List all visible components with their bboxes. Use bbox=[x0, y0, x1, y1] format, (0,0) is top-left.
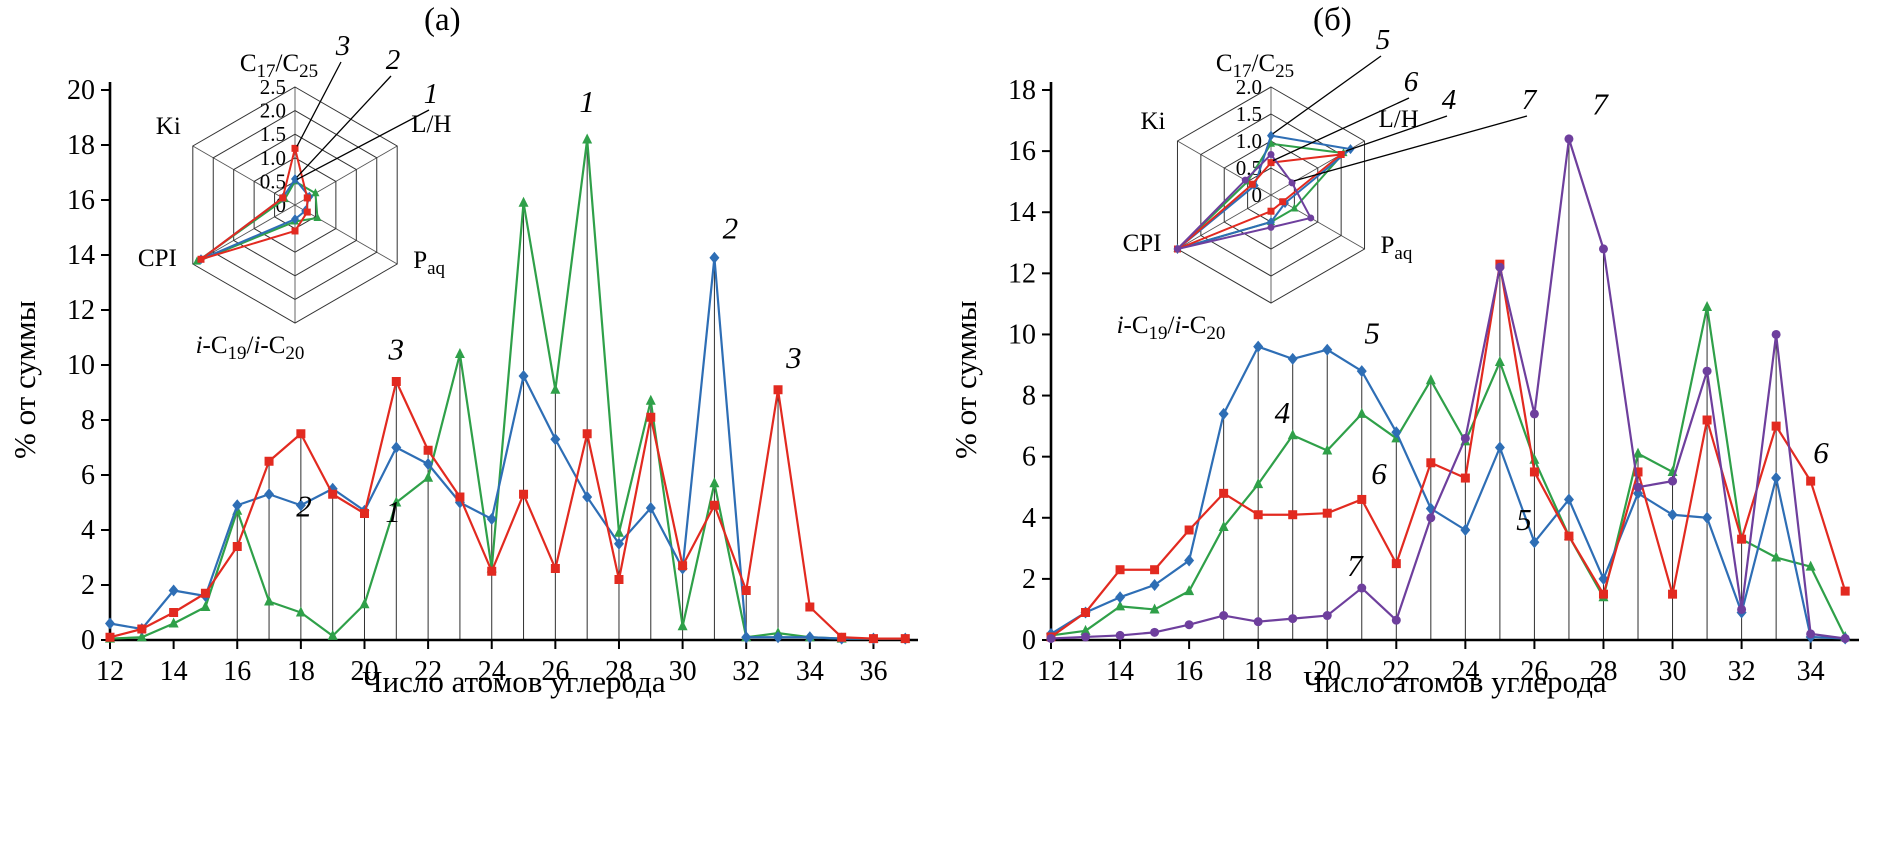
svg-text:7: 7 bbox=[1347, 548, 1364, 583]
svg-text:3: 3 bbox=[335, 30, 351, 62]
svg-text:18: 18 bbox=[67, 130, 95, 161]
svg-text:i-C19/i-C20: i-C19/i-C20 bbox=[196, 332, 305, 364]
svg-text:Ki: Ki bbox=[1140, 108, 1165, 135]
svg-text:18: 18 bbox=[287, 656, 315, 687]
svg-text:8: 8 bbox=[81, 405, 95, 436]
svg-text:2: 2 bbox=[386, 44, 401, 76]
svg-text:1.0: 1.0 bbox=[260, 146, 286, 170]
panel-b-chart: 12 14 16 18 20 22 24 26 28 30 32 340246810121416184… bbox=[1008, 24, 1859, 687]
svg-text:2: 2 bbox=[723, 211, 739, 246]
svg-text:0: 0 bbox=[81, 625, 95, 656]
svg-text:5: 5 bbox=[1364, 316, 1380, 351]
svg-text:4: 4 bbox=[81, 515, 95, 546]
panel-a-title: (а) bbox=[424, 2, 461, 38]
svg-text:2: 2 bbox=[296, 488, 312, 523]
svg-text:34: 34 bbox=[796, 656, 824, 687]
svg-text:24: 24 bbox=[1451, 656, 1479, 687]
svg-text:2: 2 bbox=[1022, 564, 1036, 595]
panel-b: (б) % от суммы Число атомов углерода 12 1… bbox=[941, 0, 1882, 867]
svg-text:6: 6 bbox=[1813, 435, 1829, 470]
svg-text:32: 32 bbox=[732, 656, 760, 687]
svg-text:CPI: CPI bbox=[138, 245, 177, 272]
svg-text:28: 28 bbox=[605, 656, 633, 687]
svg-text:1.5: 1.5 bbox=[260, 122, 286, 146]
svg-text:4: 4 bbox=[1275, 395, 1291, 430]
svg-text:4: 4 bbox=[1442, 84, 1457, 116]
svg-text:3: 3 bbox=[785, 340, 802, 375]
svg-text:0: 0 bbox=[276, 193, 287, 217]
svg-text:6: 6 bbox=[1022, 442, 1036, 473]
svg-text:10: 10 bbox=[67, 350, 95, 381]
svg-text:4: 4 bbox=[1022, 503, 1036, 534]
svg-text:C17/C25: C17/C25 bbox=[240, 50, 318, 82]
svg-text:22: 22 bbox=[414, 656, 442, 687]
svg-text:12: 12 bbox=[67, 295, 95, 326]
svg-text:7: 7 bbox=[1592, 86, 1609, 121]
svg-text:36: 36 bbox=[859, 656, 887, 687]
svg-text:20: 20 bbox=[1313, 656, 1341, 687]
svg-text:24: 24 bbox=[478, 656, 506, 687]
panel-a-x-axis-title: Число атомов углерода bbox=[362, 664, 666, 699]
svg-text:14: 14 bbox=[1106, 656, 1134, 687]
svg-text:30: 30 bbox=[669, 656, 697, 687]
svg-text:6: 6 bbox=[81, 460, 95, 491]
svg-text:32: 32 bbox=[1728, 656, 1756, 687]
svg-text:1.5: 1.5 bbox=[1236, 102, 1262, 126]
svg-text:5: 5 bbox=[1516, 502, 1532, 537]
svg-text:Ki: Ki bbox=[156, 113, 181, 140]
svg-text:18: 18 bbox=[1244, 656, 1272, 687]
svg-text:Paq: Paq bbox=[413, 247, 445, 279]
svg-text:14: 14 bbox=[67, 240, 95, 271]
svg-text:0: 0 bbox=[1022, 625, 1036, 656]
svg-text:20: 20 bbox=[67, 75, 95, 106]
svg-text:L/H: L/H bbox=[411, 111, 451, 138]
panel-b-x-axis-title: Число атомов углерода bbox=[1303, 664, 1607, 699]
svg-text:1: 1 bbox=[579, 84, 595, 119]
svg-text:L/H: L/H bbox=[1379, 106, 1419, 133]
svg-text:6: 6 bbox=[1404, 66, 1419, 98]
svg-text:12: 12 bbox=[1037, 656, 1065, 687]
svg-text:2.5: 2.5 bbox=[260, 75, 286, 99]
panel-a: (а) % от суммы Число атомов углерода 12 1… bbox=[7, 2, 918, 699]
svg-text:Paq: Paq bbox=[1381, 232, 1413, 264]
svg-text:2.0: 2.0 bbox=[260, 99, 286, 123]
svg-text:26: 26 bbox=[1520, 656, 1548, 687]
svg-text:16: 16 bbox=[1008, 136, 1036, 167]
svg-text:22: 22 bbox=[1382, 656, 1410, 687]
svg-text:5: 5 bbox=[1376, 24, 1391, 56]
panel-a-chart: 12 14 16 18 20 22 24 26 28 30 32 34 3602468101214161… bbox=[67, 30, 918, 687]
svg-text:16: 16 bbox=[1175, 656, 1203, 687]
svg-text:8: 8 bbox=[1022, 381, 1036, 412]
svg-text:10: 10 bbox=[1008, 319, 1036, 350]
svg-text:1: 1 bbox=[385, 494, 401, 529]
svg-text:7: 7 bbox=[1522, 84, 1538, 116]
svg-text:0: 0 bbox=[1252, 183, 1263, 207]
svg-text:2.0: 2.0 bbox=[1236, 75, 1262, 99]
svg-text:3: 3 bbox=[388, 332, 405, 367]
svg-text:1: 1 bbox=[424, 78, 439, 110]
svg-text:14: 14 bbox=[1008, 197, 1036, 228]
svg-text:i-C19/i-C20: i-C19/i-C20 bbox=[1117, 312, 1226, 344]
svg-text:1.0: 1.0 bbox=[1236, 129, 1262, 153]
svg-text:2: 2 bbox=[81, 570, 95, 601]
panel-b-title: (б) bbox=[1313, 2, 1352, 38]
svg-text:12: 12 bbox=[96, 656, 124, 687]
svg-text:0.5: 0.5 bbox=[260, 169, 286, 193]
svg-text:6: 6 bbox=[1371, 456, 1387, 491]
svg-text:28: 28 bbox=[1589, 656, 1617, 687]
svg-text:26: 26 bbox=[541, 656, 569, 687]
svg-text:12: 12 bbox=[1008, 258, 1036, 289]
svg-text:18: 18 bbox=[1008, 75, 1036, 106]
svg-text:16: 16 bbox=[223, 656, 251, 687]
svg-text:C17/C25: C17/C25 bbox=[1216, 50, 1294, 82]
svg-text:30: 30 bbox=[1659, 656, 1687, 687]
svg-text:34: 34 bbox=[1797, 656, 1825, 687]
svg-text:16: 16 bbox=[67, 185, 95, 216]
svg-text:CPI: CPI bbox=[1123, 230, 1162, 257]
svg-text:14: 14 bbox=[160, 656, 188, 687]
svg-text:20: 20 bbox=[350, 656, 378, 687]
